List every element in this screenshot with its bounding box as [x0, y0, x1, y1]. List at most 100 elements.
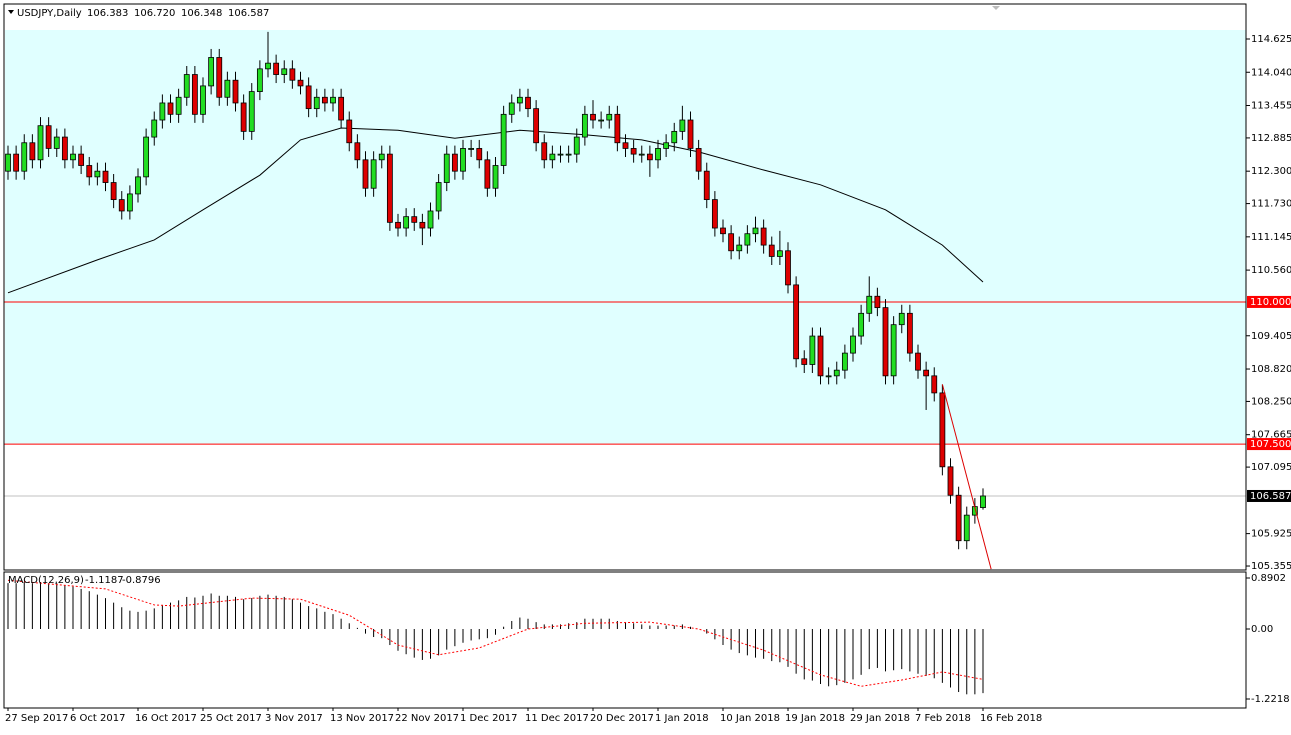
candle-body: [151, 119, 158, 138]
candle-body: [516, 96, 523, 104]
candle-body: [533, 108, 540, 144]
candle-body: [110, 182, 117, 201]
candle-body: [61, 136, 68, 161]
candle-body: [711, 199, 718, 229]
candle-body: [606, 113, 613, 121]
candle-body: [183, 74, 190, 98]
candle-body: [265, 62, 271, 70]
candle-body: [931, 375, 938, 394]
signal-value: -0.8796: [122, 575, 161, 586]
x-tick-label: 1 Jan 2018: [655, 713, 709, 724]
x-tick-label: 6 Oct 2017: [70, 713, 125, 724]
header-low: 106.348: [181, 8, 222, 19]
candle-body: [768, 244, 775, 257]
candle-body: [224, 79, 231, 98]
y-tick-label: 114.625: [1251, 34, 1291, 45]
candle-body: [980, 495, 986, 508]
x-tick-label: 10 Jan 2018: [720, 713, 780, 724]
symbol-title: USDJPY,Daily: [17, 8, 82, 19]
candle-body: [411, 216, 418, 223]
candle-body: [53, 136, 60, 149]
y-tick-label: 112.885: [1251, 133, 1291, 144]
candle-body: [646, 153, 653, 161]
candle-body: [191, 74, 198, 115]
candle-body: [208, 57, 215, 87]
candle-body: [102, 170, 109, 183]
candle-body: [273, 62, 280, 75]
candle-body: [476, 148, 483, 161]
candle-body: [118, 199, 125, 212]
header-close: 106.587: [228, 8, 269, 19]
candle-body: [200, 85, 206, 115]
candle-body: [289, 68, 296, 81]
x-tick-label: 22 Nov 2017: [395, 713, 459, 724]
x-tick-label: 13 Nov 2017: [330, 713, 394, 724]
candle-body: [963, 514, 970, 542]
candle-body: [492, 165, 499, 189]
candle-body: [939, 392, 946, 468]
candle-body: [256, 68, 263, 92]
candle-body: [565, 153, 572, 156]
candle-body: [248, 91, 255, 132]
candle-body: [37, 125, 44, 161]
candle-body: [419, 221, 426, 229]
candle-body: [841, 352, 848, 371]
candle-body: [736, 244, 743, 252]
candle-body: [590, 113, 596, 121]
candle-body: [216, 57, 223, 98]
y-tick-label: 107.095: [1251, 462, 1291, 473]
y-tick-label: 113.455: [1251, 101, 1291, 112]
x-tick-label: 16 Feb 2018: [980, 713, 1042, 724]
menu-arrow[interactable]: [8, 10, 14, 14]
candle-body: [21, 142, 28, 172]
candle-body: [5, 153, 11, 172]
candle-body: [13, 153, 20, 172]
zone-layer: [5, 30, 1246, 445]
x-tick-label: 11 Dec 2017: [525, 713, 589, 724]
candle-body: [614, 113, 621, 144]
candle-body: [297, 79, 304, 87]
candle-body: [94, 170, 101, 178]
macd-title: MACD(12,26,9): [8, 575, 84, 586]
candle-body: [720, 227, 726, 235]
y-tick-label: 111.145: [1251, 232, 1291, 243]
candle-body: [793, 284, 800, 360]
candle-body: [581, 113, 588, 138]
candle-body: [460, 148, 466, 172]
y-tick-label: 105.355: [1251, 561, 1291, 572]
main-pane: 114.625 114.040 113.455 112.885 112.300 111.7…: [4, 31, 1291, 724]
candle-body: [378, 153, 385, 161]
x-tick-label: 7 Feb 2018: [915, 713, 971, 724]
candle-body: [858, 312, 865, 337]
candle-body: [86, 165, 93, 178]
y-tick-label: 109.405: [1251, 331, 1291, 342]
candle-body: [126, 193, 133, 212]
candle-body: [874, 295, 881, 309]
x-tick-label: 27 Sep 2017: [5, 713, 68, 724]
y-tick-label: 114.040: [1251, 67, 1291, 78]
candle-body: [785, 250, 791, 286]
moving-average: [7, 127, 984, 294]
x-tick-label: 3 Nov 2017: [265, 713, 323, 724]
candle-body: [525, 96, 531, 110]
y-tick-label: 105.925: [1251, 529, 1291, 540]
candle-body: [281, 68, 288, 75]
candle-body: [370, 159, 377, 189]
candle-body: [671, 130, 678, 144]
candle-body: [240, 102, 247, 132]
candle-body: [78, 153, 85, 166]
signal-line: [7, 579, 984, 687]
candle-body: [159, 102, 166, 121]
macd-pane: 0.8902 0.00 -1.2218: [7, 573, 1290, 705]
candle-body: [549, 153, 556, 161]
candle-body: [70, 153, 76, 161]
candle-body: [882, 307, 889, 377]
candle-body: [809, 335, 816, 365]
y-tick-label: 110.560: [1251, 265, 1291, 276]
candle-body: [354, 142, 361, 161]
price-label: 106.587: [1250, 491, 1291, 502]
candle-body: [29, 142, 36, 161]
macd-value: -1.1187: [85, 575, 124, 586]
